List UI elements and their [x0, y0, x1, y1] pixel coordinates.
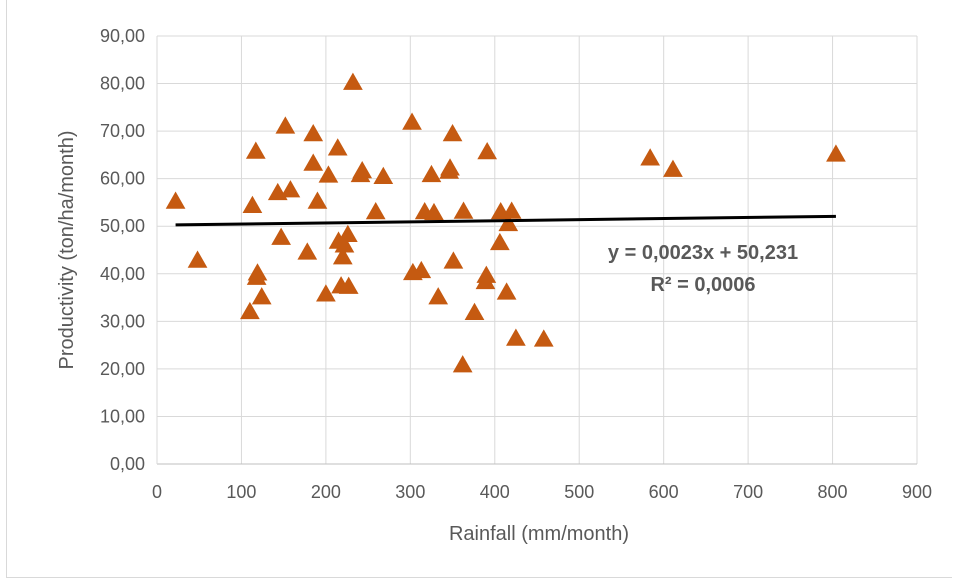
data-point — [440, 158, 460, 176]
data-point — [318, 165, 339, 183]
y-tick-label: 50,00 — [100, 216, 145, 236]
data-point — [275, 116, 296, 134]
scatter-chart: 0,00 10,00 20,00 30,00 40,00 50,00 60,00 70,00 8… — [56, 26, 932, 545]
data-point — [245, 141, 266, 159]
x-tick-label: 700 — [733, 482, 763, 502]
y-tick-label: 70,00 — [100, 121, 145, 141]
y-tick-label: 40,00 — [100, 264, 145, 284]
data-point — [280, 180, 301, 198]
data-point — [165, 191, 186, 209]
data-point — [453, 201, 474, 219]
data-point — [373, 166, 394, 185]
data-point — [247, 263, 268, 281]
data-point — [428, 287, 449, 305]
data-point — [338, 276, 359, 294]
y-tick-label: 80,00 — [100, 74, 145, 94]
gridlines — [157, 35, 918, 464]
data-point — [316, 284, 336, 302]
x-tick-label: 600 — [649, 482, 679, 502]
data-point — [240, 301, 260, 320]
data-point — [337, 224, 358, 243]
data-point — [452, 355, 473, 373]
data-point — [307, 191, 328, 209]
y-tick-label: 20,00 — [100, 359, 145, 379]
data-point — [411, 260, 432, 279]
data-point — [303, 123, 324, 142]
data-point — [501, 201, 522, 219]
x-tick-label: 900 — [902, 482, 932, 502]
x-tick-label: 100 — [226, 482, 256, 502]
axes — [156, 36, 917, 465]
y-tick-label: 0,00 — [110, 454, 145, 474]
data-point — [297, 242, 318, 260]
data-point — [663, 159, 683, 177]
data-point — [424, 202, 444, 221]
y-tick-label: 10,00 — [100, 406, 145, 426]
data-point — [187, 250, 208, 268]
data-point — [464, 302, 485, 321]
data-point — [271, 227, 291, 245]
data-point — [533, 329, 554, 347]
trendline-equation: y = 0,0023x + 50,231 — [608, 242, 798, 264]
data-point — [251, 287, 272, 305]
data-point — [496, 282, 517, 300]
data-point — [640, 148, 661, 166]
data-point — [303, 153, 324, 171]
x-tick-label: 400 — [480, 482, 510, 502]
data-point — [826, 144, 846, 162]
data-point — [343, 72, 363, 90]
data-point — [476, 265, 497, 283]
data-point — [506, 328, 526, 346]
data-point — [498, 213, 519, 232]
data-point — [365, 201, 386, 220]
trendline — [175, 214, 836, 227]
data-point — [421, 164, 442, 183]
data-point — [242, 195, 263, 214]
data-point — [332, 247, 353, 265]
x-axis-title: Rainfall (mm/month) — [449, 523, 629, 545]
data-point — [443, 251, 464, 269]
y-tick-label: 90,00 — [100, 26, 145, 46]
data-point — [327, 138, 348, 156]
trendline-group — [175, 214, 836, 227]
y-axis-title: Productivity (ton/ha/month) — [56, 131, 78, 370]
data-point — [489, 232, 510, 251]
data-point — [402, 112, 422, 130]
y-tick-label: 30,00 — [100, 311, 145, 331]
trendline-r-squared: R² = 0,0006 — [650, 274, 755, 296]
y-tick-labels: 0,00 10,00 20,00 30,00 40,00 50,00 60,00 70,00 8… — [100, 26, 145, 474]
data-points — [165, 72, 846, 373]
x-tick-label: 0 — [152, 482, 162, 502]
y-tick-label: 60,00 — [100, 169, 145, 189]
data-point — [352, 161, 373, 179]
data-point — [334, 235, 355, 253]
x-tick-labels: 0 100 200 300 400 500 600 700 800 900 — [152, 482, 932, 502]
x-tick-label: 300 — [395, 482, 425, 502]
x-tick-label: 200 — [311, 482, 341, 502]
data-point — [442, 123, 463, 142]
data-point — [477, 142, 498, 160]
x-tick-label: 800 — [818, 482, 848, 502]
chart-area: 0,00 10,00 20,00 30,00 40,00 50,00 60,00 70,00 8… — [6, 0, 952, 578]
x-tick-label: 500 — [564, 482, 594, 502]
